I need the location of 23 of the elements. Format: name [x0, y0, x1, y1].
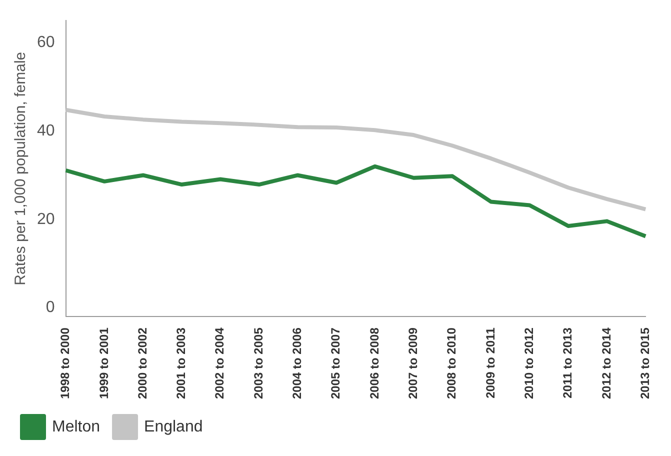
y-tick-label: 20 — [37, 210, 55, 228]
x-tick-label: 2010 to 2012 — [522, 327, 536, 400]
y-tick-label: 40 — [37, 122, 55, 140]
x-tick-label: 2008 to 2010 — [444, 327, 459, 400]
x-tick-label: 2000 to 2002 — [135, 327, 150, 400]
x-tick-label: 2005 to 2007 — [328, 327, 343, 400]
x-tick-label: 2009 to 2011 — [483, 327, 498, 398]
x-tick-label: 2003 to 2005 — [251, 327, 266, 400]
legend-label: England — [144, 418, 203, 436]
x-tick-label: 2013 to 2015 — [638, 327, 652, 400]
y-tick-label: 0 — [46, 299, 55, 316]
x-tick-label: 1998 to 2000 — [58, 327, 72, 400]
x-tick-label: 2006 to 2008 — [367, 327, 382, 400]
x-tick-label: 2011 to 2013 — [560, 327, 575, 398]
y-axis-title: Rates per 1,000 population, female — [12, 52, 30, 286]
y-tick-label: 60 — [37, 34, 55, 52]
legend-label: Melton — [52, 418, 100, 436]
x-tick-label: 1999 to 2001 — [96, 327, 111, 400]
x-tick-label: 2002 to 2004 — [212, 327, 227, 400]
x-tick-label: 2004 to 2006 — [290, 327, 304, 400]
x-tick-label: 2007 to 2009 — [406, 327, 420, 400]
x-tick-label: 2012 to 2014 — [599, 327, 614, 400]
x-tick-label: 2001 to 2003 — [174, 327, 188, 400]
